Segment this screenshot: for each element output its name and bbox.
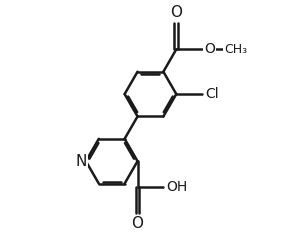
- Text: Cl: Cl: [205, 87, 219, 101]
- Text: O: O: [170, 5, 182, 20]
- Text: N: N: [75, 154, 87, 169]
- Text: O: O: [204, 42, 215, 56]
- Text: OH: OH: [166, 180, 188, 194]
- Text: CH₃: CH₃: [224, 43, 247, 56]
- Text: O: O: [132, 216, 143, 231]
